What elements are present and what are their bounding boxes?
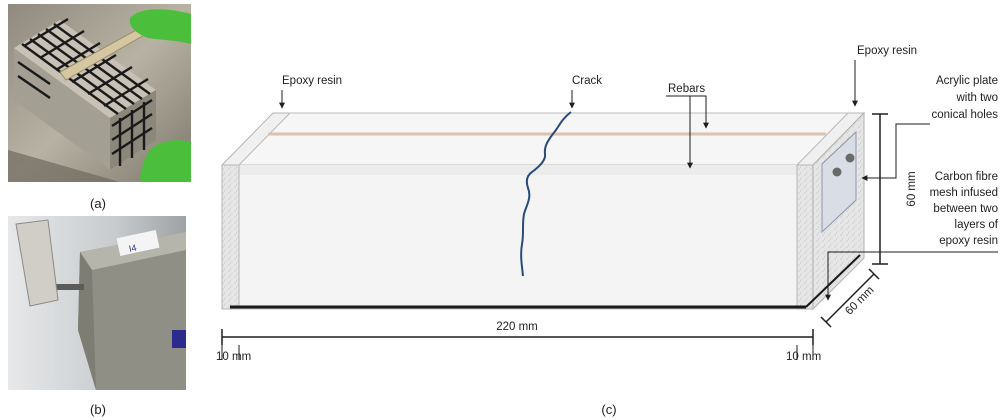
dim-end-left-text: 10 mm: [216, 351, 251, 363]
dim-height-text: 60 mm: [906, 171, 918, 206]
glove-top: [129, 9, 191, 44]
photo-a: [8, 4, 191, 182]
caption-b: (b): [90, 402, 106, 417]
svg-text:between two: between two: [933, 203, 998, 215]
photo-b: I4: [8, 216, 186, 390]
svg-text:with two: with two: [955, 92, 998, 104]
test-grip: [15, 219, 59, 307]
glove-bottom: [140, 140, 191, 182]
dim-end-right-text: 10 mm: [786, 351, 821, 363]
caption-c: (c): [601, 402, 616, 417]
label-sticker: [116, 230, 160, 256]
conical-hole-1: [832, 167, 842, 177]
dimension-end-left: 10 mm: [216, 345, 251, 363]
label-rebars: Rebars: [668, 83, 705, 95]
conical-hole-2: [845, 153, 855, 163]
carbon-mesh-grid: [17, 17, 153, 166]
dimension-length: 220 mm: [221, 321, 814, 345]
label-epoxy-left: Epoxy resin: [282, 75, 342, 87]
beam-front-face: [238, 164, 798, 310]
beam-top-face: [237, 112, 850, 166]
svg-text:epoxy resin: epoxy resin: [939, 235, 998, 247]
dim-length-text: 220 mm: [496, 321, 538, 333]
label-epoxy-right: Epoxy resin: [857, 45, 917, 57]
svg-text:conical holes: conical holes: [932, 109, 999, 121]
svg-text:layers of: layers of: [955, 219, 999, 231]
caption-a: (a): [90, 196, 106, 211]
sticker-tag: I4: [128, 243, 137, 254]
dimension-height: 60 mm: [872, 113, 918, 265]
beam-schematic: [220, 111, 866, 311]
dim-width-text: 60 mm: [843, 284, 876, 317]
svg-text:mesh infused: mesh infused: [930, 187, 998, 199]
crack-line: [520, 111, 572, 277]
label-crack: Crack: [572, 75, 602, 87]
dimension-end-right: 10 mm: [786, 345, 821, 363]
svg-text:Acrylic plate: Acrylic plate: [936, 75, 998, 87]
label-acrylic: Acrylic plate with two conical holes: [932, 75, 999, 121]
right-epoxy-front: [796, 164, 814, 310]
label-carbon-mesh: Carbon fibre mesh infused between two la…: [930, 171, 999, 247]
svg-text:Carbon fibre: Carbon fibre: [935, 171, 998, 183]
steel-rod: [48, 284, 84, 290]
left-epoxy-front: [221, 164, 240, 310]
